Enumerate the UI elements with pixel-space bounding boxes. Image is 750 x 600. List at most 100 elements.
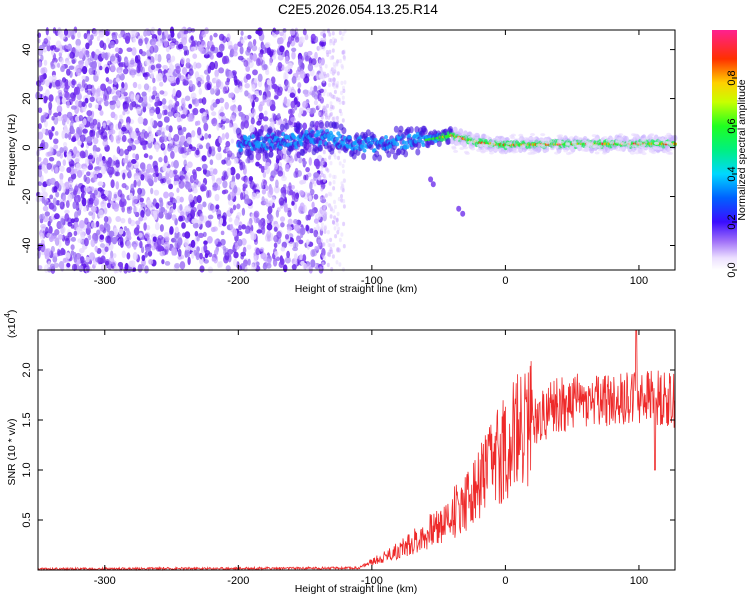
heatmap-cell xyxy=(53,144,59,150)
heatmap-cell xyxy=(126,240,132,249)
heatmap-cell xyxy=(110,134,114,143)
heatmap-cell xyxy=(324,64,328,69)
heatmap-cell xyxy=(61,77,67,83)
heatmap-cell xyxy=(157,245,164,252)
heatmap-cell xyxy=(143,153,149,159)
heatmap-cell xyxy=(308,195,312,202)
heatmap-cell xyxy=(48,107,52,116)
heatmap-cell xyxy=(166,33,171,39)
heatmap-cell xyxy=(59,165,65,172)
heatmap-cell xyxy=(234,86,240,94)
heatmap-cell xyxy=(155,144,160,153)
heatmap-cell xyxy=(249,181,255,190)
heatmap-cell xyxy=(218,33,225,41)
heatmap-cell xyxy=(279,31,284,37)
heatmap-cell xyxy=(329,55,333,61)
heatmap-cell xyxy=(333,69,337,74)
heatmap-cell xyxy=(152,86,157,92)
heatmap-cell xyxy=(135,153,140,161)
heatmap-cell xyxy=(57,29,64,38)
heatmap-cell xyxy=(319,94,323,100)
heatmap-cell xyxy=(323,88,327,94)
heatmap-cell xyxy=(545,141,551,145)
colorbar-tick-label: 0.2 xyxy=(726,214,738,229)
heatmap-cell xyxy=(332,180,336,185)
heatmap-cell xyxy=(218,43,225,52)
heatmap-cell xyxy=(362,148,367,153)
heatmap-cell xyxy=(203,122,209,132)
heatmap-cell xyxy=(340,181,344,186)
heatmap-cell xyxy=(275,256,281,262)
heatmap-cell xyxy=(187,256,191,266)
heatmap-cell xyxy=(137,193,142,201)
heatmap-cell xyxy=(341,31,345,37)
heatmap-cell xyxy=(331,48,335,53)
heatmap-x-tick-label: 0 xyxy=(502,275,508,287)
heatmap-cell xyxy=(666,151,672,155)
heatmap-cell xyxy=(159,199,164,208)
heatmap-cell xyxy=(490,148,495,152)
heatmap-cell xyxy=(82,166,87,172)
heatmap-cell xyxy=(251,44,258,52)
heatmap-cell xyxy=(233,258,238,267)
heatmap-cell xyxy=(284,66,291,73)
heatmap-cell xyxy=(251,192,257,200)
heatmap-cell xyxy=(283,204,289,213)
heatmap-cell xyxy=(233,184,238,194)
heatmap-cell xyxy=(86,84,93,90)
heatmap-cell xyxy=(184,250,188,258)
heatmap-cell xyxy=(214,239,219,245)
heatmap-cell xyxy=(78,51,84,59)
heatmap-cell xyxy=(175,65,181,74)
colorbar-ticks: 0.0 0.2 0.4 0.6 0.8 xyxy=(726,70,738,277)
heatmap-cell xyxy=(591,134,597,138)
heatmap-cell xyxy=(188,194,194,203)
heatmap-cell xyxy=(271,196,276,203)
heatmap-cell xyxy=(72,201,77,210)
heatmap-cell xyxy=(212,226,218,232)
heatmap-cell xyxy=(193,61,198,70)
heatmap-cell xyxy=(316,131,321,137)
heatmap-cell xyxy=(150,117,154,127)
heatmap-cell xyxy=(279,45,285,53)
heatmap-cell xyxy=(104,260,110,266)
heatmap-cell xyxy=(326,52,330,57)
heatmap-cell xyxy=(168,183,174,190)
heatmap-cell xyxy=(150,72,154,79)
heatmap-cell xyxy=(284,164,290,172)
heatmap-cell xyxy=(468,145,474,149)
heatmap-cell xyxy=(233,157,239,165)
heatmap-cell xyxy=(293,224,300,232)
heatmap-cell xyxy=(225,68,230,78)
heatmap-cell xyxy=(109,40,115,49)
heatmap-cell xyxy=(241,224,246,230)
heatmap-cell xyxy=(199,213,204,222)
heatmap-cell xyxy=(117,121,122,130)
heatmap-cell xyxy=(343,80,347,85)
heatmap-cell xyxy=(81,197,87,207)
heatmap-cell xyxy=(196,120,201,126)
heatmap-cell xyxy=(202,201,207,208)
heatmap-cell xyxy=(156,129,162,136)
heatmap-cell xyxy=(230,105,236,111)
heatmap-cell xyxy=(148,133,154,138)
heatmap-cell xyxy=(140,174,145,181)
heatmap-cell xyxy=(666,134,672,138)
heatmap-cell xyxy=(77,31,81,39)
heatmap-cell xyxy=(251,134,256,139)
heatmap-cell xyxy=(89,192,96,202)
heatmap-cell xyxy=(326,73,330,78)
heatmap-cell xyxy=(94,104,99,110)
heatmap-cell xyxy=(329,214,333,219)
heatmap-cell xyxy=(322,149,326,155)
heatmap-cell xyxy=(120,217,126,224)
heatmap-cell xyxy=(163,191,169,199)
heatmap-cell xyxy=(71,79,76,86)
heatmap-cell xyxy=(226,33,231,42)
heatmap-cell xyxy=(274,251,279,257)
heatmap-cell xyxy=(183,159,187,167)
heatmap-cell xyxy=(150,187,154,195)
heatmap-cell xyxy=(94,245,98,253)
heatmap-cell xyxy=(227,193,231,201)
heatmap-cell xyxy=(37,107,43,114)
